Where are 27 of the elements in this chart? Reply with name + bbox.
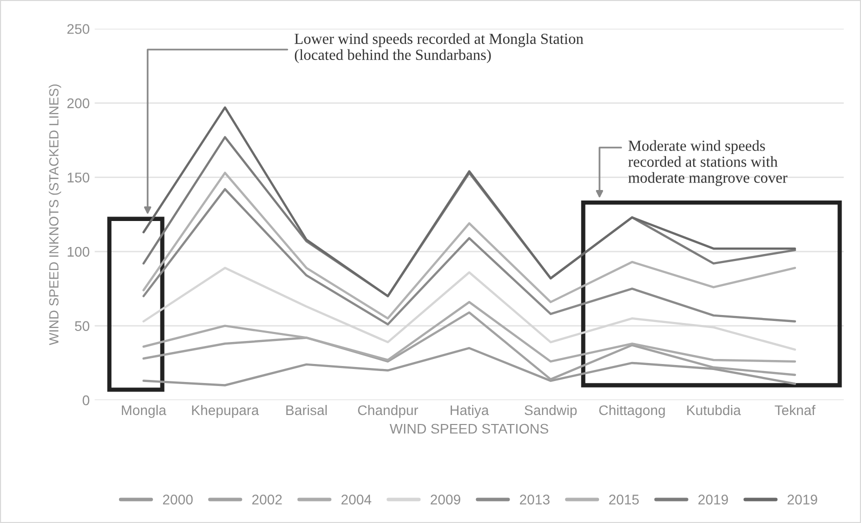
x-tick-label: Chandpur	[358, 404, 418, 418]
x-tick-label: Chittagong	[599, 404, 665, 418]
y-tick-label: 50	[74, 321, 90, 331]
legend-label: 2019	[698, 494, 728, 504]
y-tick-label: 200	[67, 98, 90, 108]
legend-label: 2002	[252, 494, 282, 504]
legend-label: 2019	[788, 494, 818, 504]
x-tick-label: Kutubdia	[687, 404, 741, 416]
x-tick-label: Teknaf	[774, 404, 816, 416]
legend-label: 2000	[163, 494, 193, 504]
x-tick-label: Khepupara	[192, 404, 259, 418]
legend-label: 2013	[520, 494, 550, 504]
y-tick-label: 150	[68, 172, 90, 182]
annotation: Lower wind speeds recorded at Mongla Station (located behind the Sundarbans)	[294, 33, 584, 64]
y-axis-title: WIND SPEED INKNOTS (STACKED LINES)	[48, 84, 62, 346]
x-tick-label: Mongla	[122, 404, 166, 418]
legend-label: 2009	[430, 494, 460, 504]
y-tick-label: 250	[67, 24, 90, 34]
legend-label: 2015	[609, 494, 639, 504]
x-tick-label: Hatiya	[450, 404, 489, 418]
x-axis-title: WIND SPEED STATIONS	[390, 424, 548, 434]
x-tick-label: Sandwip	[524, 404, 577, 418]
legend-label: 2004	[341, 494, 372, 504]
annotation: Moderate wind speeds recorded at stations with moderate mangrove cover	[628, 140, 788, 186]
y-tick-label: 100	[68, 246, 90, 257]
x-tick-label: Barisal	[286, 404, 327, 416]
y-tick-label: 0	[82, 395, 90, 406]
